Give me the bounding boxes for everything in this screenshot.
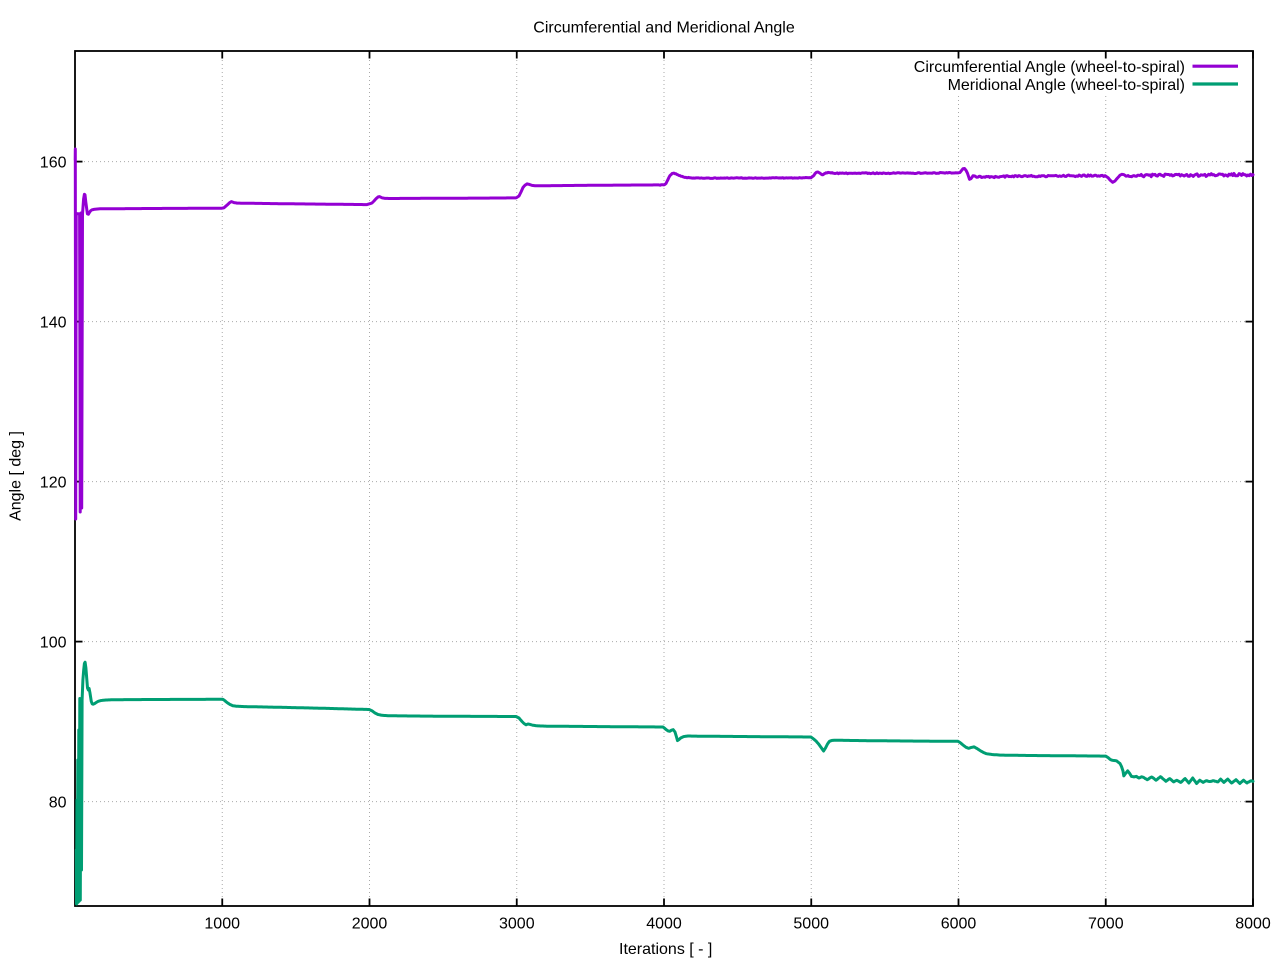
svg-text:140: 140	[40, 314, 67, 331]
svg-text:80: 80	[49, 794, 67, 811]
svg-text:8000: 8000	[1235, 915, 1271, 932]
svg-text:160: 160	[40, 154, 67, 171]
svg-text:5000: 5000	[793, 915, 829, 932]
svg-text:Circumferential Angle (wheel-t: Circumferential Angle (wheel-to-spiral)	[914, 59, 1185, 76]
svg-text:4000: 4000	[646, 915, 682, 932]
svg-text:Angle [ deg ]: Angle [ deg ]	[8, 431, 25, 521]
svg-text:2000: 2000	[352, 915, 388, 932]
svg-text:Iterations [ - ]: Iterations [ - ]	[619, 941, 712, 958]
svg-text:Meridional Angle (wheel-to-spi: Meridional Angle (wheel-to-spiral)	[948, 77, 1185, 94]
svg-text:Circumferential and Meridional: Circumferential and Meridional Angle	[533, 19, 795, 36]
svg-text:120: 120	[40, 474, 67, 491]
svg-text:100: 100	[40, 634, 67, 651]
svg-text:1000: 1000	[204, 915, 240, 932]
svg-text:3000: 3000	[499, 915, 535, 932]
svg-text:6000: 6000	[941, 915, 977, 932]
svg-text:7000: 7000	[1088, 915, 1124, 932]
